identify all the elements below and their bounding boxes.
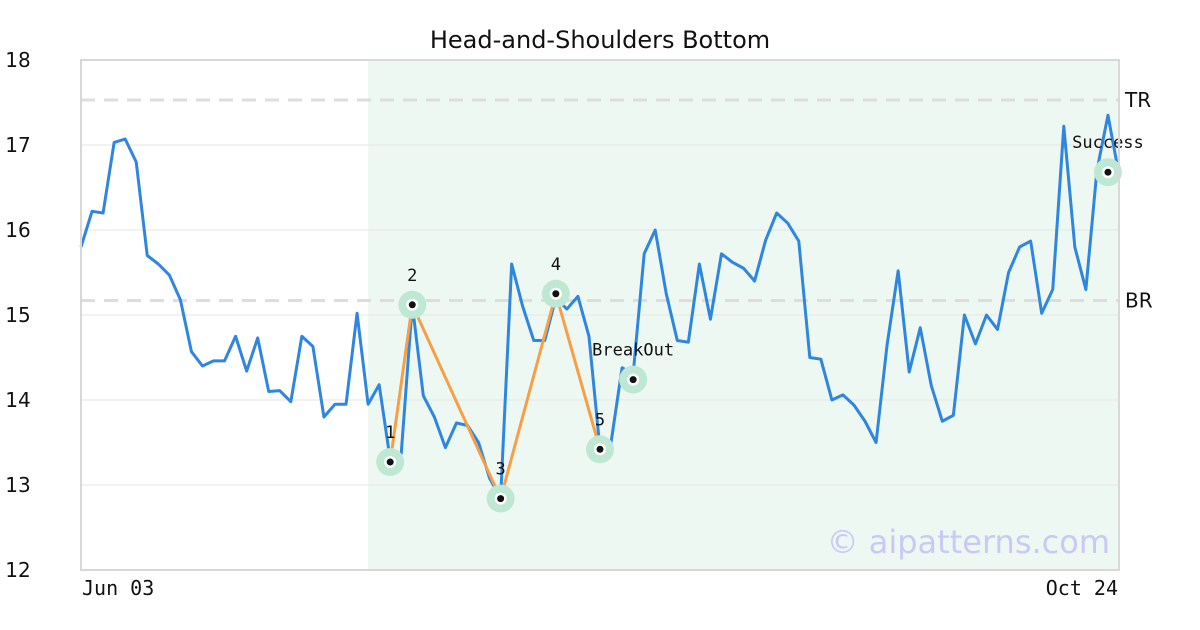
y-tick-label: 16 (5, 218, 30, 242)
chart-title: Head-and-Shoulders Bottom (430, 26, 770, 54)
y-tick-label: 13 (5, 473, 30, 497)
y-tick-label: 17 (5, 133, 30, 157)
marker-layer: 1 2 3 4 5 BreakOut Success (376, 133, 1144, 513)
marker-dot-success (1104, 168, 1112, 176)
point-label-breakout: BreakOut (592, 341, 674, 361)
level-layer: TR BR (81, 88, 1153, 313)
marker-dot-breakout (629, 376, 637, 384)
y-tick-label: 18 (5, 48, 30, 72)
watermark: © aipatterns.com (827, 523, 1110, 561)
level-label-br: BR (1125, 289, 1153, 313)
marker-dot-5 (596, 445, 604, 453)
y-tick-label: 14 (5, 388, 30, 412)
point-label-success: Success (1072, 133, 1144, 153)
y-tick-label: 12 (5, 558, 30, 582)
y-tick-label: 15 (5, 303, 30, 327)
point-label-5: 5 (595, 410, 605, 430)
level-label-tr: TR (1124, 88, 1151, 112)
marker-dot-3 (497, 495, 505, 503)
point-label-3: 3 (495, 460, 505, 480)
point-label-4: 4 (551, 255, 561, 275)
x-tick-label-start: Jun 03 (82, 576, 154, 600)
y-axis: 12 13 14 15 16 17 18 (5, 48, 30, 582)
point-label-2: 2 (407, 266, 417, 286)
marker-dot-1 (386, 458, 394, 466)
x-tick-label-end: Oct 24 (1046, 576, 1118, 600)
grid-layer (81, 144, 1119, 486)
point-label-1: 1 (385, 423, 395, 443)
marker-dot-2 (408, 301, 416, 309)
plot-frame (80, 59, 1120, 571)
marker-dot-4 (552, 290, 560, 298)
